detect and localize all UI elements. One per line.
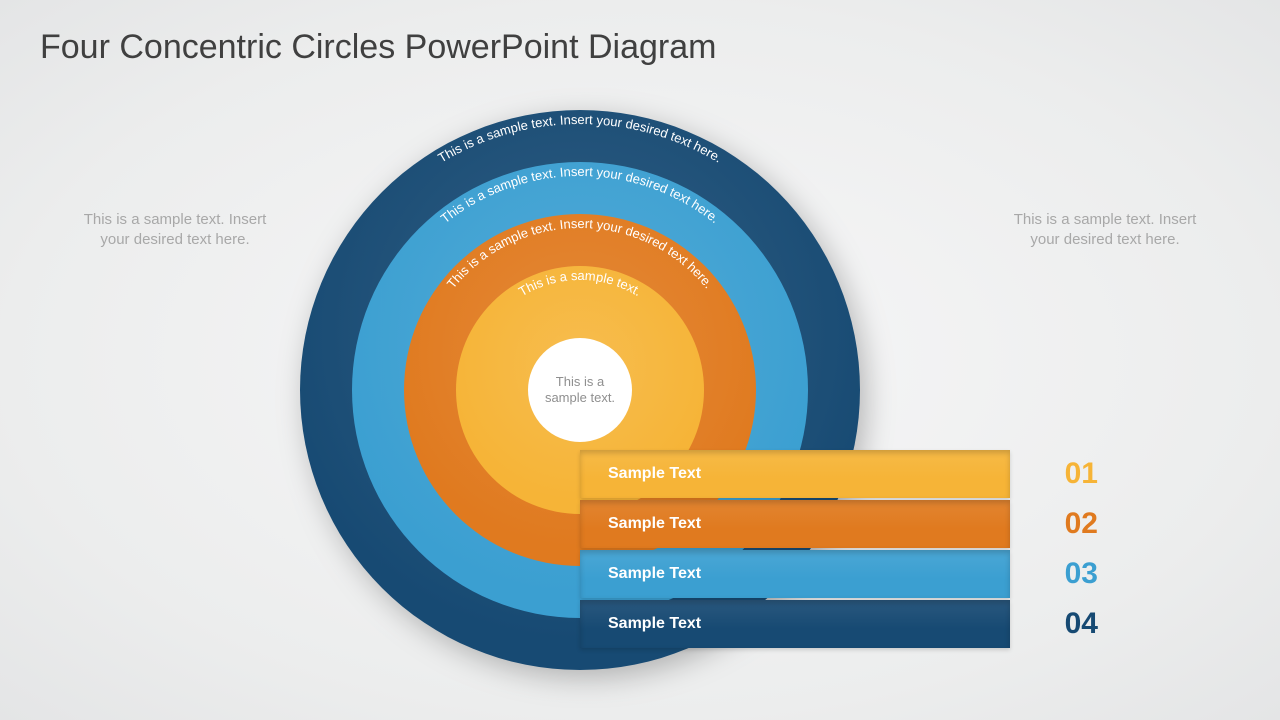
bar-number-2: 02: [1028, 507, 1098, 541]
bar-strip-2: Sample Text: [580, 500, 1010, 548]
bar-strip-3: Sample Text: [580, 550, 1010, 598]
bar-row-3: Sample Text 03: [580, 550, 1098, 598]
bar-label-1: Sample Text: [608, 465, 701, 483]
page-title: Four Concentric Circles PowerPoint Diagr…: [40, 28, 716, 67]
bar-number-4: 04: [1028, 607, 1098, 641]
bar-strip-4: Sample Text: [580, 600, 1010, 648]
bar-number-1: 01: [1028, 457, 1098, 491]
center-circle: This is a sample text.: [528, 338, 632, 442]
bar-label-3: Sample Text: [608, 565, 701, 583]
bar-row-1: Sample Text 01: [580, 450, 1098, 498]
ring-arc-text-1: This is a sample text. Insert your desir…: [435, 112, 725, 166]
bar-row-2: Sample Text 02: [580, 500, 1098, 548]
bar-row-4: Sample Text 04: [580, 600, 1098, 648]
bar-strip-1: Sample Text: [580, 450, 1010, 498]
bar-label-2: Sample Text: [608, 515, 701, 533]
ring-arc-text-4: This is a sample text.: [516, 268, 644, 299]
right-caption: This is a sample text. Insert your desir…: [1000, 210, 1210, 251]
bar-list: Sample Text01Sample Text02Sample Text03S…: [580, 450, 1098, 650]
bar-number-3: 03: [1028, 557, 1098, 591]
left-caption: This is a sample text. Insert your desir…: [70, 210, 280, 251]
bar-label-4: Sample Text: [608, 615, 701, 633]
